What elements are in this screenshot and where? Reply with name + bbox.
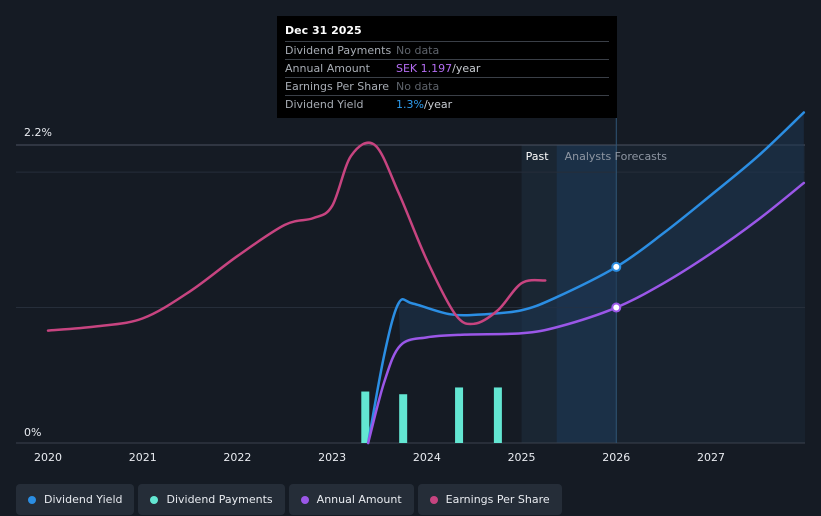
- annual-amount-line: [366, 181, 806, 445]
- x-tick-label: 2025: [508, 451, 536, 464]
- legend-dot-icon: [300, 495, 309, 504]
- tooltip-value: No data: [396, 80, 440, 93]
- tooltip-label: Dividend Payments: [285, 44, 392, 57]
- tooltip-unit: /year: [423, 98, 453, 111]
- tooltip-value: No data: [396, 44, 440, 57]
- tooltip-label: Dividend Yield: [285, 98, 364, 111]
- chart-tooltip: Dec 31 2025 Dividend Payments No data An…: [277, 16, 617, 118]
- dividend-payment-bar: [455, 387, 464, 443]
- tooltip-date: Dec 31 2025: [285, 24, 362, 37]
- tooltip-row-dividend-yield: Dividend Yield 1.3%/year: [285, 95, 609, 113]
- y-axis-label-min: 0%: [24, 426, 41, 439]
- tooltip-row-earnings-per-share: Earnings Per Share No data: [285, 77, 609, 95]
- y-axis-label-max: 2.2%: [24, 126, 52, 139]
- tooltip-value: 1.3%: [396, 98, 424, 111]
- legend-label: Dividend Payments: [166, 493, 273, 506]
- earnings-per-share-line: [46, 141, 547, 332]
- x-tick-label: 2023: [318, 451, 346, 464]
- yield-band-area: [398, 112, 804, 346]
- x-tick-label: 2021: [129, 451, 157, 464]
- legend-item-earnings-per-share[interactable]: Earnings Per Share: [417, 484, 562, 515]
- dividend-payment-bar: [399, 394, 408, 443]
- legend-dot-icon: [150, 495, 159, 504]
- tooltip-row-annual-amount: Annual Amount SEK 1.197/year: [285, 59, 609, 77]
- legend-item-annual-amount[interactable]: Annual Amount: [288, 484, 414, 515]
- x-tick-label: 2024: [413, 451, 441, 464]
- dividend-payment-bar: [361, 391, 370, 443]
- tooltip-row-dividend-payments: Dividend Payments No data: [285, 41, 609, 59]
- annual-amount-marker: [611, 302, 622, 313]
- legend-dot-icon: [28, 495, 36, 504]
- x-tick-label: 2026: [602, 451, 630, 464]
- chart-legend: Dividend Yield Dividend Payments Annual …: [16, 484, 562, 515]
- tooltip-label: Annual Amount: [285, 62, 370, 75]
- tooltip-unit: /year: [452, 62, 481, 75]
- dividend-yield-marker: [611, 261, 622, 272]
- forecast-label: Analysts Forecasts: [565, 150, 668, 163]
- tooltip-value: SEK 1.197: [396, 62, 453, 75]
- dividend-yield-line: [366, 111, 806, 445]
- tooltip-label: Earnings Per Share: [285, 80, 390, 93]
- past-region: [521, 145, 557, 443]
- x-tick-label: 2027: [697, 451, 725, 464]
- x-tick-label: 2020: [34, 451, 62, 464]
- legend-item-dividend-yield[interactable]: Dividend Yield: [16, 484, 135, 515]
- legend-label: Annual Amount: [316, 493, 402, 506]
- legend-label: Dividend Yield: [44, 493, 123, 506]
- x-tick-label: 2022: [223, 451, 251, 464]
- dividend-payment-bar: [493, 387, 502, 443]
- legend-dot-icon: [429, 495, 438, 504]
- legend-item-dividend-payments[interactable]: Dividend Payments: [138, 484, 285, 515]
- legend-label: Earnings Per Share: [445, 493, 550, 506]
- past-label: Past: [526, 150, 550, 163]
